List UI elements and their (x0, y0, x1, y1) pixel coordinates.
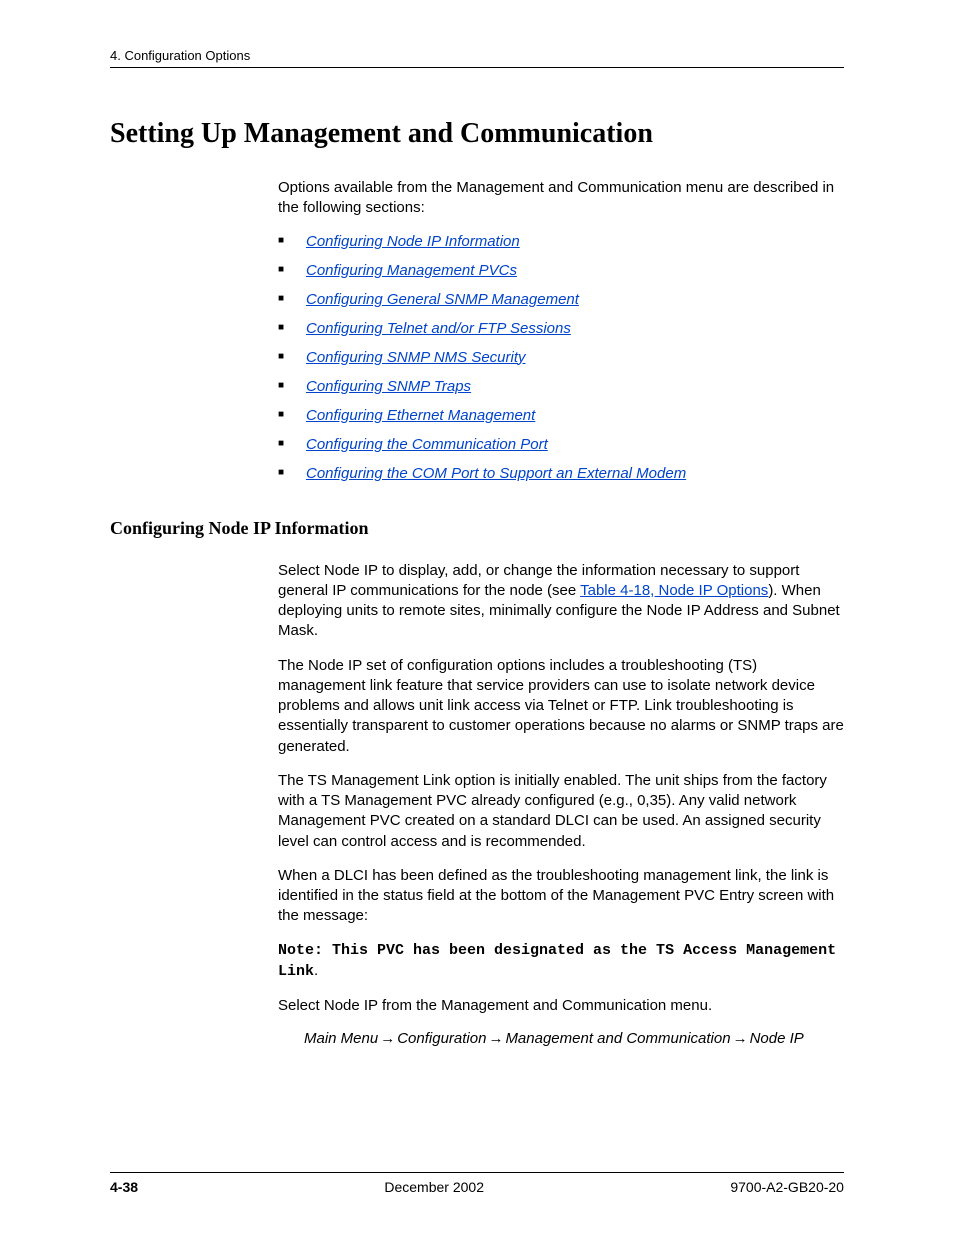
list-item: Configuring General SNMP Management (278, 291, 844, 308)
list-item: Configuring SNMP Traps (278, 378, 844, 395)
section-link-list: Configuring Node IP Information Configur… (278, 233, 844, 482)
note-message: Note: This PVC has been designated as th… (278, 941, 844, 983)
arrow-icon: → (486, 1030, 505, 1047)
paragraph: The TS Management Link option is initial… (278, 771, 844, 852)
xref-link[interactable]: Configuring SNMP Traps (306, 378, 471, 395)
path-segment: Node IP (750, 1030, 804, 1047)
list-item: Configuring the COM Port to Support an E… (278, 465, 844, 482)
paragraph: When a DLCI has been defined as the trou… (278, 866, 844, 927)
paragraph: The Node IP set of configuration options… (278, 656, 844, 757)
xref-link[interactable]: Configuring Telnet and/or FTP Sessions (306, 320, 571, 337)
xref-link[interactable]: Configuring the COM Port to Support an E… (306, 465, 686, 482)
page-title: Setting Up Management and Communication (110, 118, 844, 150)
list-item: Configuring the Communication Port (278, 436, 844, 453)
xref-link[interactable]: Configuring Node IP Information (306, 233, 520, 250)
table-xref-link[interactable]: Table 4-18, Node IP Options (580, 582, 768, 599)
intro-block: Options available from the Management an… (278, 178, 844, 482)
page-number: 4-38 (110, 1179, 138, 1195)
xref-link[interactable]: Configuring Management PVCs (306, 262, 517, 279)
paragraph: Select Node IP from the Management and C… (278, 996, 844, 1016)
list-item: Configuring SNMP NMS Security (278, 349, 844, 366)
arrow-icon: → (378, 1030, 397, 1047)
arrow-icon: → (731, 1030, 750, 1047)
xref-link[interactable]: Configuring the Communication Port (306, 436, 548, 453)
note-period: . (314, 962, 318, 979)
paragraph: Select Node IP to display, add, or chang… (278, 561, 844, 642)
running-header: 4. Configuration Options (110, 48, 844, 68)
xref-link[interactable]: Configuring Ethernet Management (306, 407, 535, 424)
section-heading: Configuring Node IP Information (110, 518, 844, 539)
list-item: Configuring Node IP Information (278, 233, 844, 250)
path-segment: Main Menu (304, 1030, 378, 1047)
document-number: 9700-A2-GB20-20 (730, 1179, 844, 1195)
footer-date: December 2002 (384, 1179, 484, 1195)
page: 4. Configuration Options Setting Up Mana… (0, 0, 954, 1235)
path-segment: Configuration (397, 1030, 486, 1047)
menu-path: Main Menu→Configuration→Management and C… (304, 1030, 844, 1047)
list-item: Configuring Telnet and/or FTP Sessions (278, 320, 844, 337)
page-footer: 4-38 December 2002 9700-A2-GB20-20 (110, 1172, 844, 1195)
xref-link[interactable]: Configuring SNMP NMS Security (306, 349, 526, 366)
list-item: Configuring Management PVCs (278, 262, 844, 279)
note-text: Note: This PVC has been designated as th… (278, 942, 836, 980)
list-item: Configuring Ethernet Management (278, 407, 844, 424)
path-segment: Management and Communication (505, 1030, 730, 1047)
section-body: Select Node IP to display, add, or chang… (278, 561, 844, 1048)
xref-link[interactable]: Configuring General SNMP Management (306, 291, 579, 308)
intro-paragraph: Options available from the Management an… (278, 178, 844, 219)
